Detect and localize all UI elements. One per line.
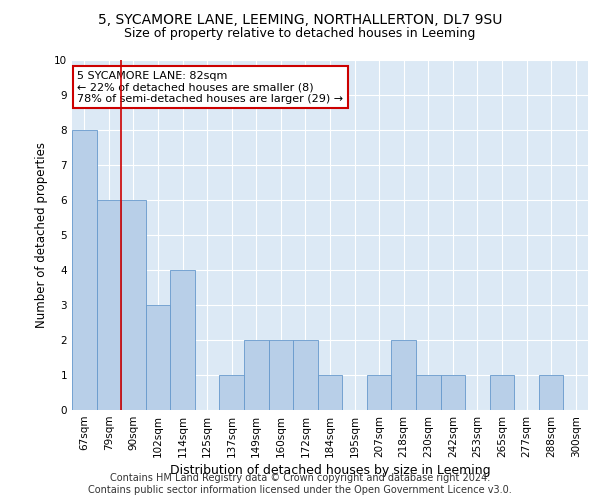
Bar	[269, 340, 293, 410]
Y-axis label: Number of detached properties: Number of detached properties	[35, 142, 49, 328]
Bar	[367, 375, 391, 410]
Bar	[146, 305, 170, 410]
Bar	[170, 270, 195, 410]
Bar	[318, 375, 342, 410]
Bar	[293, 340, 318, 410]
Bar	[490, 375, 514, 410]
Bar	[97, 200, 121, 410]
Text: 5, SYCAMORE LANE, LEEMING, NORTHALLERTON, DL7 9SU: 5, SYCAMORE LANE, LEEMING, NORTHALLERTON…	[98, 12, 502, 26]
Text: Size of property relative to detached houses in Leeming: Size of property relative to detached ho…	[124, 28, 476, 40]
X-axis label: Distribution of detached houses by size in Leeming: Distribution of detached houses by size …	[170, 464, 490, 477]
Text: Contains HM Land Registry data © Crown copyright and database right 2024.
Contai: Contains HM Land Registry data © Crown c…	[88, 474, 512, 495]
Bar	[72, 130, 97, 410]
Bar	[244, 340, 269, 410]
Bar	[391, 340, 416, 410]
Bar	[121, 200, 146, 410]
Text: 5 SYCAMORE LANE: 82sqm
← 22% of detached houses are smaller (8)
78% of semi-deta: 5 SYCAMORE LANE: 82sqm ← 22% of detached…	[77, 70, 343, 104]
Bar	[416, 375, 440, 410]
Bar	[440, 375, 465, 410]
Bar	[539, 375, 563, 410]
Bar	[220, 375, 244, 410]
